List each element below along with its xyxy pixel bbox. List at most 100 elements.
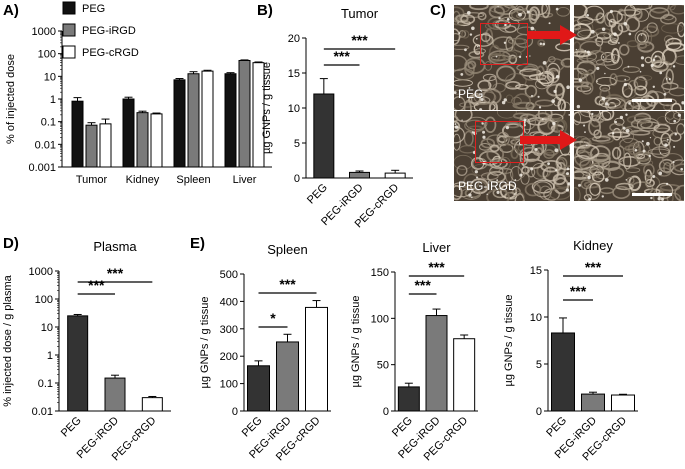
particle-speck (501, 100, 506, 105)
chart-spleen: 0 100 200 300 400 500 µg GNPs / g tissue Spleen… (199, 242, 331, 463)
cell-outline (579, 159, 600, 171)
particle-speck (639, 70, 642, 73)
panel-label-a: A) (3, 2, 19, 19)
cell-outline (636, 41, 648, 49)
x-tick-label: Tumor (76, 174, 108, 186)
particle-speck (541, 118, 544, 120)
particle-speck (480, 98, 484, 102)
cell-outline (486, 170, 506, 184)
x-tick-label: PEG (240, 415, 265, 440)
particle-speck (673, 145, 676, 148)
particle-speck (587, 111, 590, 112)
particle-speck (551, 99, 556, 103)
cell-outline (454, 182, 473, 198)
y-axis-label: % injected dose / g plasma (2, 274, 14, 406)
cell-outline (534, 112, 552, 123)
particle-speck (495, 55, 498, 58)
cell-outline (588, 118, 601, 136)
bar-peg-irgd (581, 393, 605, 412)
particle-speck (538, 106, 542, 109)
particle-speck (530, 167, 534, 171)
cell-outline (595, 76, 617, 86)
legend-label: PEG-iRGD (82, 25, 136, 37)
cell-outline (663, 103, 672, 110)
cell-outline (589, 145, 611, 163)
cell-outline (454, 89, 461, 95)
particle-speck (565, 172, 570, 176)
particle-speck (530, 26, 535, 31)
particle-speck (641, 140, 644, 143)
cell-outline (517, 161, 526, 178)
cell-outline (615, 182, 634, 191)
bar-peg-crgd (150, 113, 163, 168)
cell-outline (480, 32, 491, 43)
y-tick-label: 10 (41, 322, 53, 334)
particle-speck (613, 32, 617, 36)
bar-peg-irgd (136, 112, 149, 168)
cell-outline (541, 5, 551, 19)
y-tick-label: 1 (50, 94, 56, 106)
significance-stars: *** (585, 259, 602, 275)
cell-outline (496, 131, 510, 147)
particle-speck (503, 41, 507, 44)
chart-biodistribution: 0.001 0.01 0.1 1 10 100 1000 % of injected dose… (5, 1, 272, 186)
cell-outline (584, 5, 605, 21)
cell-outline (633, 76, 648, 91)
cell-outline (545, 58, 565, 72)
cell-outline (674, 184, 684, 201)
cell-outline (669, 159, 684, 176)
cell-outline (674, 55, 684, 65)
cell-outline (598, 97, 621, 108)
cell-outline (467, 60, 477, 70)
cell-outline (528, 73, 547, 81)
cell-outline (607, 131, 631, 139)
particle-speck (526, 10, 530, 14)
particle-speck (625, 179, 628, 181)
panel-label-e: E) (190, 235, 205, 252)
particle-speck (563, 132, 566, 135)
particle-speck (601, 96, 606, 101)
cell-outline (498, 157, 511, 170)
particle-speck (482, 135, 486, 139)
cell-outline (618, 44, 630, 56)
x-tick-label: Kidney (126, 174, 160, 186)
cell-outline (588, 111, 601, 122)
particle-speck (640, 56, 645, 60)
particle-speck (454, 91, 457, 94)
cell-outline (504, 136, 517, 147)
cell-outline (624, 144, 641, 153)
cell-outline (589, 162, 611, 171)
cell-outline (454, 120, 461, 133)
cell-outline (560, 101, 570, 110)
particle-speck (641, 63, 645, 67)
cell-outline (609, 73, 618, 86)
cell-outline (524, 84, 538, 98)
cell-outline (595, 12, 606, 24)
panel-label-b: B) (257, 2, 273, 19)
cell-outline (610, 48, 620, 65)
particle-speck (586, 50, 590, 54)
cell-outline (648, 7, 670, 20)
y-tick-label: 100 (220, 379, 238, 391)
tissue-texture (454, 5, 570, 110)
legend-swatch (62, 1, 76, 15)
cell-outline (594, 37, 618, 43)
cell-outline (610, 22, 624, 37)
y-tick-label: 0.1 (41, 117, 56, 129)
cell-outline (469, 5, 489, 11)
cell-outline (574, 111, 594, 124)
cell-outline (574, 135, 584, 149)
micrograph-label-peg: PEG (458, 87, 484, 101)
bar-peg-irgd (349, 171, 370, 179)
cell-outline (611, 146, 622, 160)
x-tick-label: PEG (390, 415, 415, 440)
cell-outline (624, 5, 636, 17)
cell-outline (497, 16, 520, 33)
y-tick-label: 5 (536, 359, 542, 371)
y-tick-label: 0.001 (28, 162, 56, 174)
cell-outline (575, 144, 600, 160)
tissue-pattern (574, 5, 684, 110)
